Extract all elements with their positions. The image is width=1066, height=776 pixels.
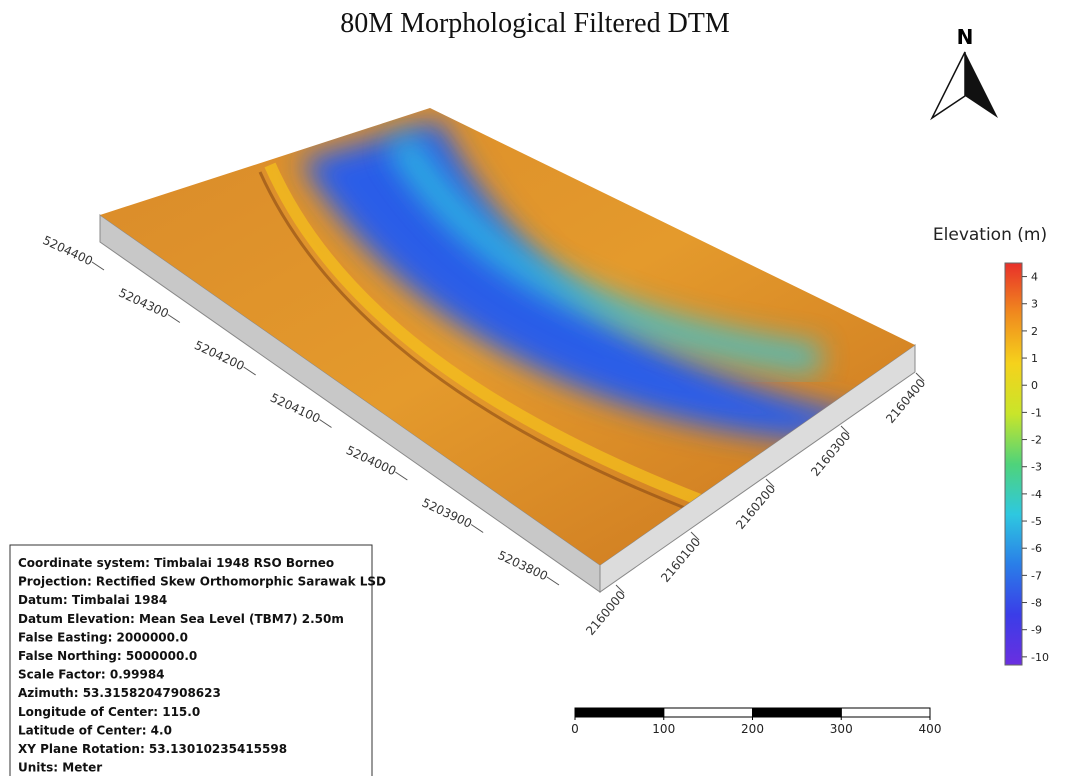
scale-label: 0 <box>571 722 579 736</box>
colorbar-tick-label: -2 <box>1031 434 1042 447</box>
colorbar-tick-label: -3 <box>1031 461 1042 474</box>
colorbar-tick-label: -4 <box>1031 488 1042 501</box>
info-line: Longitude of Center: 115.0 <box>18 705 200 719</box>
info-line: Projection: Rectified Skew Orthomorphic … <box>18 575 386 589</box>
colorbar-tick-label: -9 <box>1031 624 1042 637</box>
northing-label: 5204100 <box>268 391 322 426</box>
colorbar-tick-label: -7 <box>1031 569 1042 582</box>
northing-label: 5203800 <box>496 548 550 583</box>
northing-label: 5203900 <box>420 496 474 531</box>
northing-tick <box>471 525 483 533</box>
colorbar-tick-label: 3 <box>1031 298 1038 311</box>
map-title: 80M Morphological Filtered DTM <box>340 8 730 39</box>
northing-label: 5204300 <box>116 286 170 321</box>
colorbar-tick-label: 4 <box>1031 271 1038 284</box>
north-label: N <box>957 25 974 49</box>
info-line: Units: Meter <box>18 761 102 775</box>
scale-label: 200 <box>741 722 764 736</box>
colorbar-tick-label: 2 <box>1031 325 1038 338</box>
colorbar-tick-label: 1 <box>1031 352 1038 365</box>
info-line: Scale Factor: 0.99984 <box>18 668 165 682</box>
scale-segment <box>575 708 664 717</box>
info-line: False Northing: 5000000.0 <box>18 649 197 663</box>
scale-label: 100 <box>652 722 675 736</box>
colorbar-tick-label: 0 <box>1031 379 1038 392</box>
northing-tick <box>168 315 180 323</box>
north-arrow: N <box>932 25 998 118</box>
colorbar-tick-label: -8 <box>1031 597 1042 610</box>
easting-label: 2160000 <box>583 588 628 638</box>
colorbar-tick-label: -1 <box>1031 406 1042 419</box>
info-line: XY Plane Rotation: 53.13010235415598 <box>18 742 287 756</box>
northing-tick <box>244 367 256 375</box>
northing-tick <box>92 262 104 270</box>
northing-tick <box>395 472 407 480</box>
map-figure: 80M Morphological Filtered DTM N 5204400… <box>0 0 1066 776</box>
scale-segment <box>664 708 753 717</box>
colorbar <box>1005 263 1022 665</box>
info-line: Datum: Timbalai 1984 <box>18 593 167 607</box>
info-line: Latitude of Center: 4.0 <box>18 723 172 737</box>
page: 80M Morphological Filtered DTM N 5204400… <box>0 0 1066 776</box>
scale-segment <box>841 708 930 717</box>
colorbar-tick-label: -5 <box>1031 515 1042 528</box>
scale-segment <box>753 708 842 717</box>
colorbar-tick-label: -10 <box>1031 651 1049 664</box>
info-line: Coordinate system: Timbalai 1948 RSO Bor… <box>18 556 334 570</box>
info-line: Azimuth: 53.31582047908623 <box>18 686 221 700</box>
info-line: Datum Elevation: Mean Sea Level (TBM7) 2… <box>18 612 344 626</box>
scale-label: 400 <box>919 722 942 736</box>
northing-tick <box>547 577 559 585</box>
colorbar-tick-label: -6 <box>1031 542 1042 555</box>
northing-label: 5204200 <box>192 338 246 373</box>
northing-label: 5204000 <box>344 443 398 478</box>
info-line: False Easting: 2000000.0 <box>18 630 188 644</box>
colorbar-title: Elevation (m) <box>933 225 1047 245</box>
northing-tick <box>320 420 332 428</box>
northing-label: 5204400 <box>41 233 95 268</box>
scale-label: 300 <box>830 722 853 736</box>
